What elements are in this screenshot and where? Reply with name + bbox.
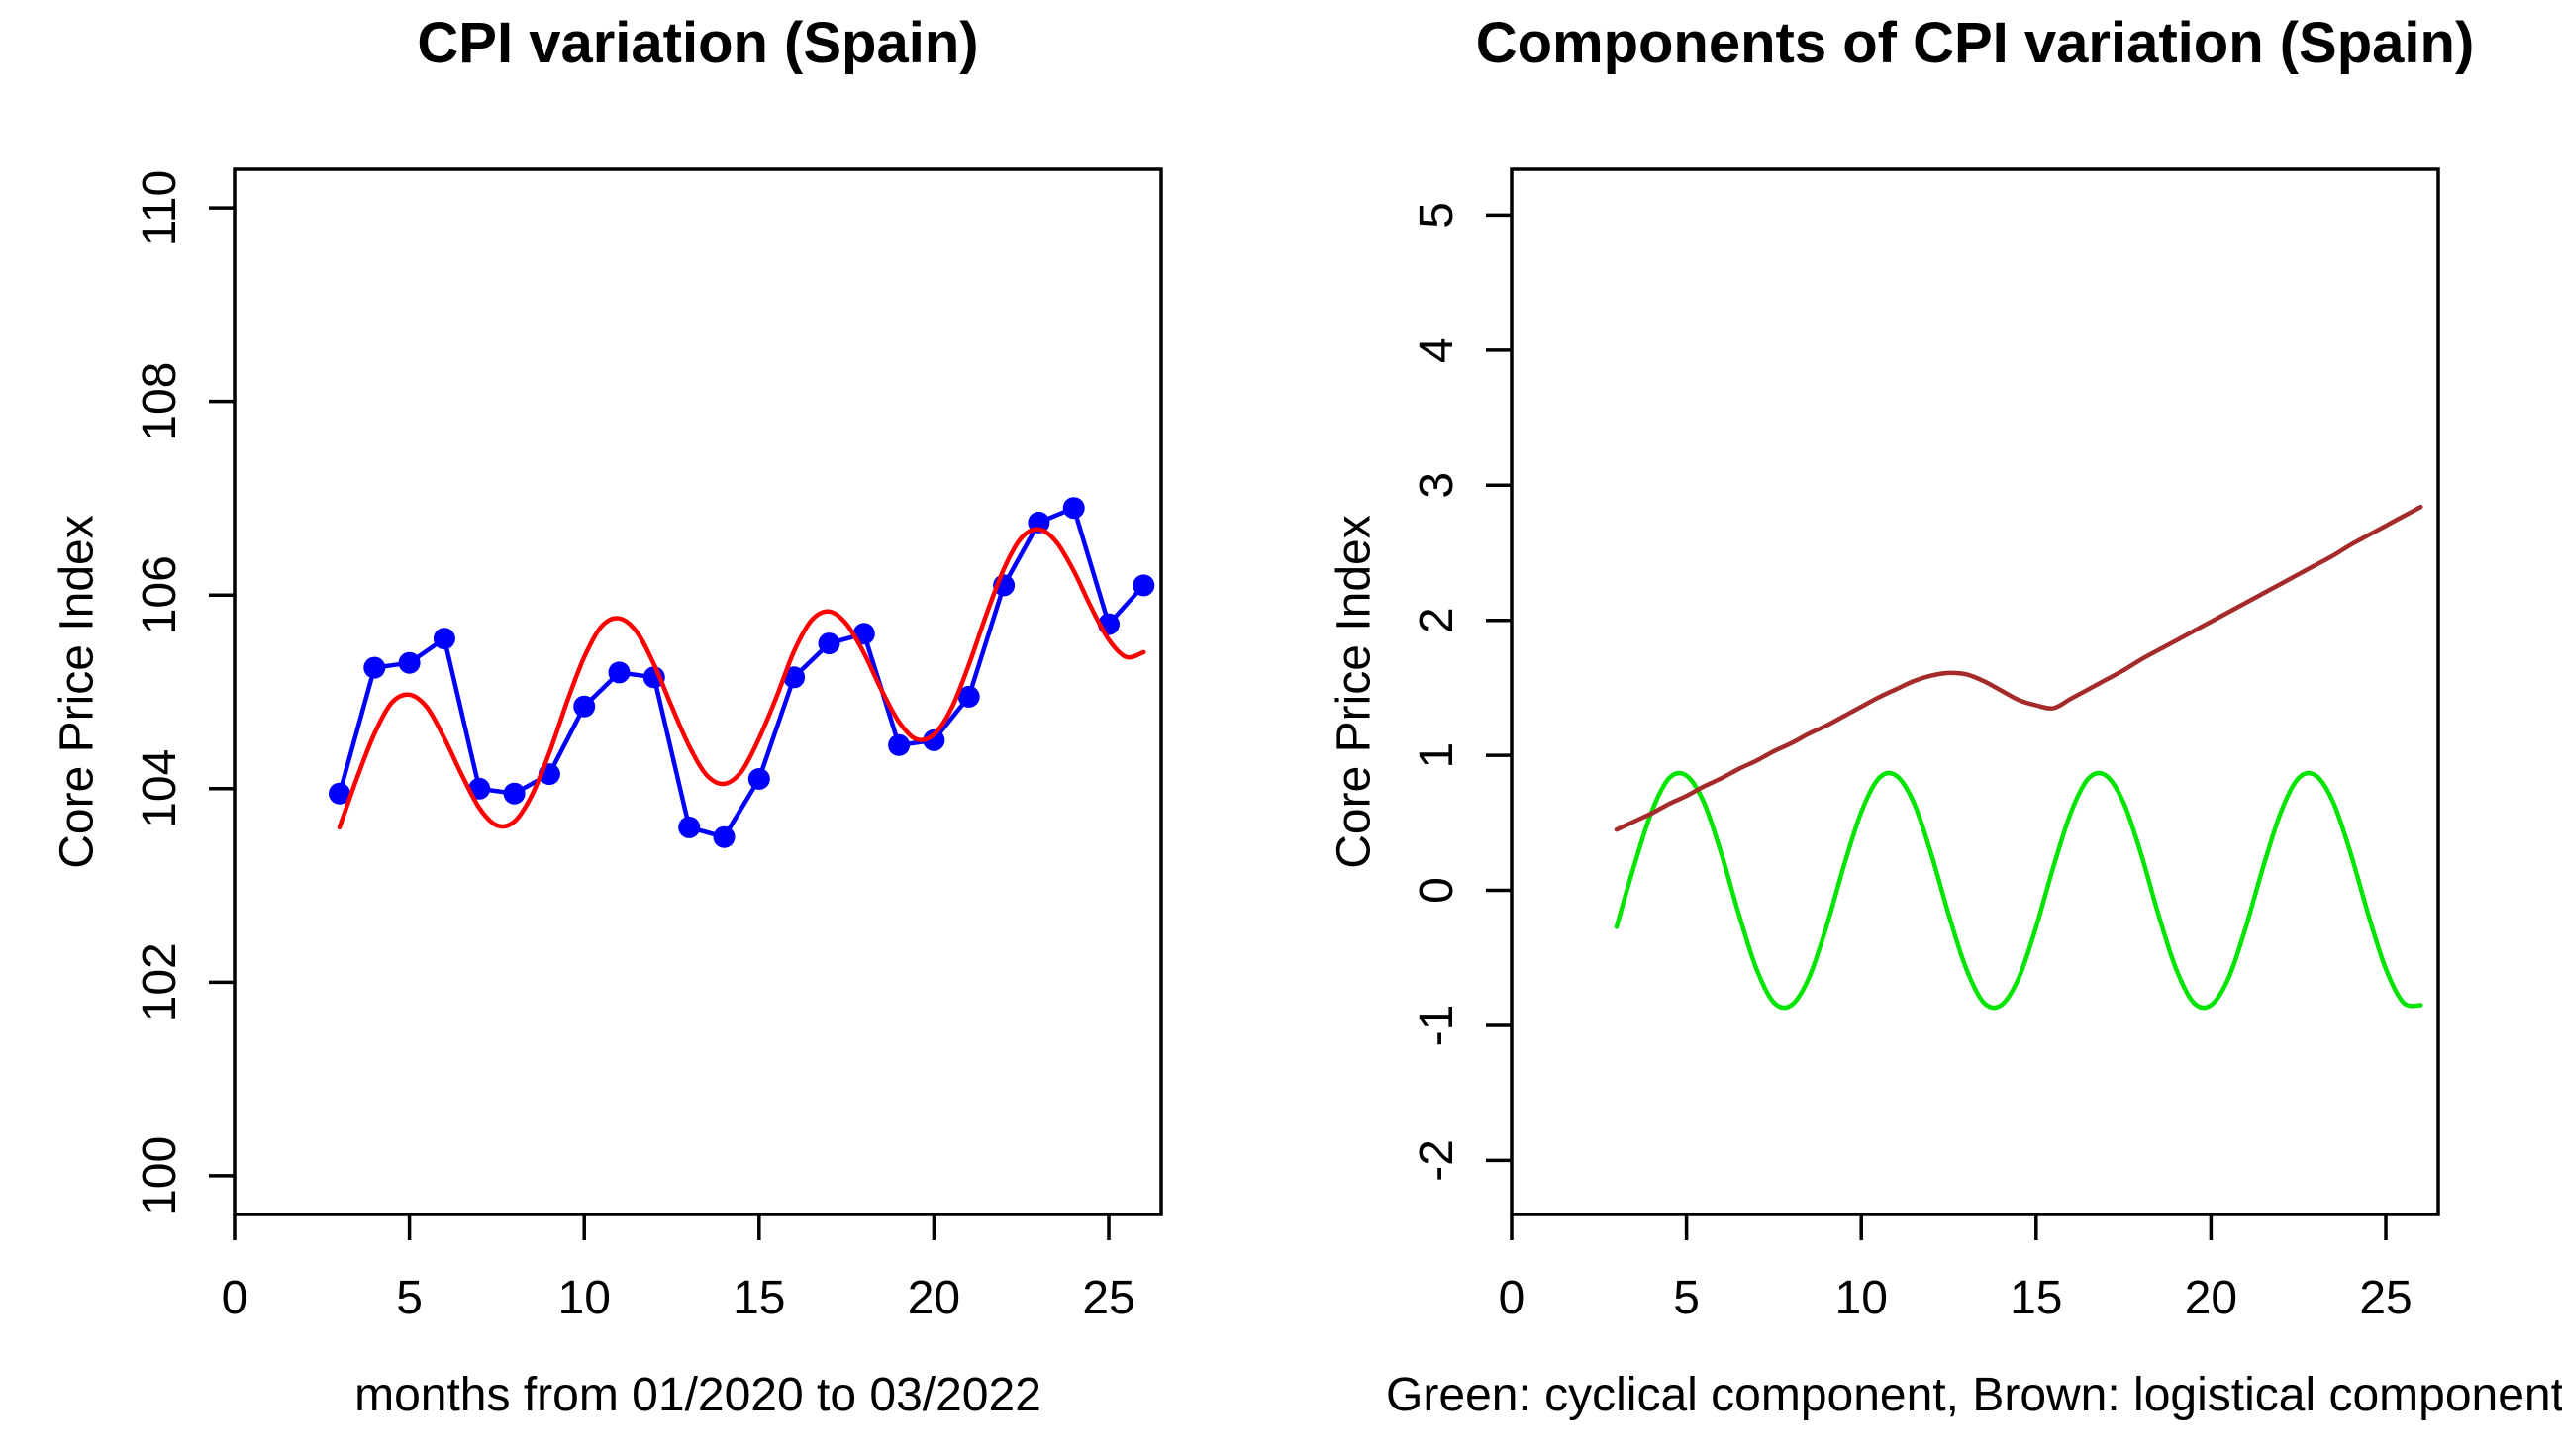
series-observed-cpi-data-point: [363, 656, 386, 679]
y-tick-label: 0: [1411, 877, 1463, 904]
right-panel-caption: Green: cyclical component, Brown: logist…: [1386, 1369, 2562, 1421]
series-observed-cpi-data-point: [747, 768, 770, 790]
left-panel-x-axis-label: months from 01/2020 to 03/2022: [354, 1369, 1041, 1421]
series-observed-cpi-data-point: [923, 728, 945, 751]
x-tick-label: 10: [558, 1272, 611, 1324]
series-observed-cpi-data-point: [398, 651, 421, 674]
series-observed-cpi-data-point: [1133, 574, 1155, 597]
y-tick-label: 104: [134, 749, 186, 828]
series-observed-cpi-data-point: [713, 825, 736, 848]
y-tick-label: 102: [134, 942, 186, 1021]
x-tick-label: 0: [222, 1272, 248, 1324]
y-tick-label: 106: [134, 555, 186, 634]
series-logistical-component-curve: [1614, 504, 2423, 832]
right-panel-y-axis-label: Core Price Index: [1328, 515, 1381, 869]
y-tick-label: 108: [134, 362, 186, 441]
series-observed-cpi-data-point: [1062, 497, 1085, 520]
x-tick-label: 20: [908, 1272, 960, 1324]
x-tick-label: 15: [733, 1272, 785, 1324]
y-tick-label: 2: [1411, 607, 1463, 633]
series-cyclical-component-curve: [1614, 770, 2423, 1011]
series-observed-cpi-line: [337, 505, 1145, 839]
y-tick-label: 110: [134, 170, 186, 246]
left-panel-title: CPI variation (Spain): [417, 11, 979, 75]
series-observed-cpi-data-point: [573, 695, 596, 718]
series-fitted-cpi-model-curve: [337, 527, 1146, 830]
series-observed-cpi-data-point: [957, 685, 980, 708]
series-observed-cpi-data-point: [678, 816, 701, 838]
x-tick-label: 5: [1673, 1272, 1700, 1324]
series-observed-cpi-data-point: [503, 782, 526, 805]
y-tick-label: 1: [1411, 742, 1463, 769]
x-tick-label: 5: [396, 1272, 423, 1324]
series-observed-cpi-data-point: [329, 782, 350, 805]
x-tick-label: 0: [1499, 1272, 1526, 1324]
x-tick-label: 10: [1835, 1272, 1888, 1324]
series-observed-cpi-data-point: [433, 628, 455, 650]
right-panel-title: Components of CPI variation (Spain): [1475, 11, 2475, 75]
series-observed-cpi-data-point: [608, 661, 631, 684]
y-tick-label: 4: [1411, 337, 1463, 363]
panel-1-plot-frame: [1510, 167, 2440, 1216]
series-observed-cpi-data-point: [888, 733, 911, 756]
y-tick-label: 3: [1411, 472, 1463, 499]
y-tick-label: 5: [1411, 202, 1463, 229]
y-tick-label: -2: [1411, 1139, 1463, 1182]
series-observed-cpi-data-point: [783, 666, 806, 689]
x-tick-label: 15: [2010, 1272, 2062, 1324]
y-tick-label: 100: [134, 1136, 186, 1215]
series-observed-cpi-data-point: [818, 632, 840, 655]
y-tick-label: -1: [1411, 1005, 1463, 1047]
x-tick-label: 20: [2185, 1272, 2237, 1324]
panel-0-plot-frame: [233, 167, 1163, 1216]
x-tick-label: 25: [2359, 1272, 2412, 1324]
x-tick-label: 25: [1082, 1272, 1134, 1324]
left-panel-y-axis-label: Core Price Index: [50, 515, 104, 869]
